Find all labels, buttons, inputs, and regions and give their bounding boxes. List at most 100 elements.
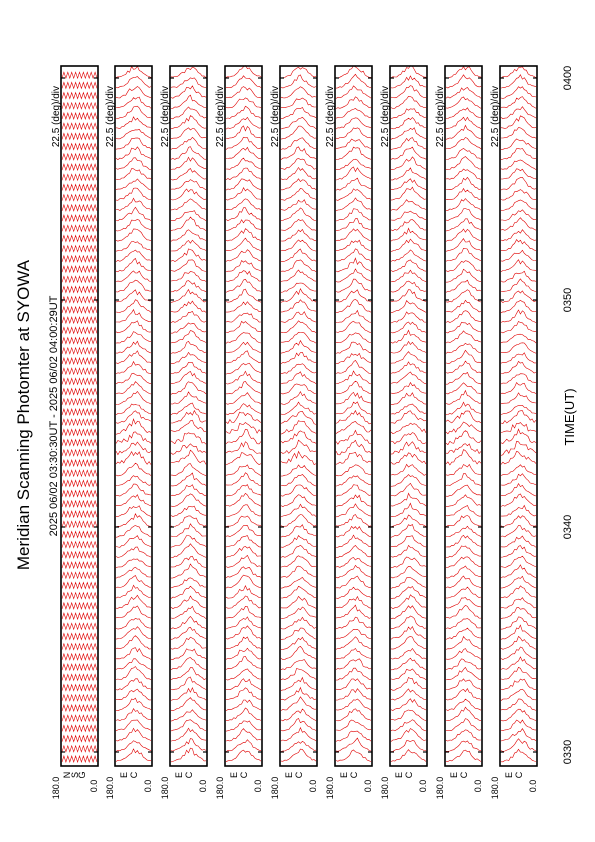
scan-trace: [391, 535, 427, 548]
scan-trace: [61, 183, 98, 192]
scan-trace: [280, 741, 317, 752]
y-top-label: 180.0: [435, 777, 445, 800]
scan-trace: [280, 207, 317, 221]
scan-trace: [170, 300, 207, 313]
scan-trace: [61, 714, 98, 723]
scan-trace: [225, 484, 262, 497]
scan-trace: [445, 749, 482, 762]
scan-trace: [225, 237, 262, 252]
scan-trace: [390, 137, 427, 150]
scan-trace: [500, 678, 537, 691]
side-label: E: [174, 772, 184, 778]
scan-trace: [170, 146, 207, 160]
scan-trace: [500, 74, 537, 89]
scan-trace: [61, 152, 98, 161]
panel: 22.5 (deg)/div 180.0 0.0 E C: [105, 65, 153, 799]
scan-trace: [61, 173, 98, 182]
scan-trace: [390, 492, 427, 507]
scan-trace: [170, 229, 207, 242]
scan-trace: [335, 534, 372, 548]
scan-trace: [500, 606, 537, 619]
scan-trace: [61, 571, 98, 580]
scan-trace: [390, 676, 427, 691]
scan-trace: [170, 543, 207, 558]
scan-trace: [225, 219, 262, 231]
scan-trace: [170, 449, 207, 465]
side-label: C: [459, 771, 469, 778]
scan-trace: [225, 97, 262, 109]
scan-trace: [391, 392, 427, 405]
scan-trace: [225, 370, 262, 385]
scan-trace: [61, 387, 98, 396]
scan-trace: [390, 719, 427, 732]
scan-trace: [280, 269, 317, 282]
scan-trace: [335, 494, 372, 507]
scan-trace: [225, 678, 262, 691]
scan-trace: [446, 148, 482, 160]
scan-trace: [390, 238, 427, 252]
scan-trace: [115, 403, 152, 415]
scan-trace: [115, 241, 152, 252]
scan-trace: [280, 199, 316, 211]
scan-trace: [170, 648, 207, 660]
scan-trace: [500, 564, 537, 579]
scan-trace: [280, 464, 317, 477]
side-label: C: [294, 771, 304, 778]
scan-trace: [280, 188, 317, 201]
scan-trace: [390, 625, 427, 640]
scan-trace: [61, 275, 98, 284]
scan-trace: [445, 342, 481, 354]
scan-trace: [225, 441, 262, 454]
panel-scale-label: 22.5 (deg)/div: [490, 86, 501, 147]
scan-trace: [335, 409, 372, 425]
scan-trace: [170, 271, 207, 282]
scan-trace: [335, 678, 372, 691]
scan-trace: [115, 197, 152, 211]
scan-trace: [445, 635, 482, 650]
scan-trace: [280, 420, 317, 435]
scan-trace: [170, 472, 207, 487]
scan-trace: [170, 595, 207, 609]
scan-trace: [280, 287, 317, 303]
scan-trace: [390, 648, 427, 660]
scan-trace: [445, 575, 482, 589]
scan-trace: [445, 74, 482, 89]
scan-trace: [61, 397, 98, 406]
scan-trace: [390, 300, 427, 314]
scan-trace: [335, 667, 371, 681]
scan-trace: [336, 595, 372, 609]
scan-trace: [335, 429, 372, 445]
scan-trace: [115, 157, 152, 170]
scan-trace: [225, 178, 262, 191]
scan-trace: [225, 350, 262, 364]
scan-trace: [335, 370, 372, 385]
scan-trace: [445, 228, 482, 242]
scan-trace: [226, 86, 262, 99]
scan-trace: [335, 85, 372, 99]
scan-trace: [335, 544, 372, 558]
scan-trace: [390, 441, 427, 455]
scan-trace: [390, 381, 427, 395]
scan-trace: [280, 439, 317, 454]
scan-trace: [445, 740, 482, 752]
scan-trace: [61, 561, 98, 570]
scan-trace: [225, 75, 262, 89]
scan-trace: [335, 380, 372, 395]
side-label: C: [129, 771, 139, 778]
scan-trace: [115, 605, 152, 619]
y-bottom-label: 0.0: [308, 780, 318, 793]
y-top-label: 180.0: [215, 777, 225, 800]
scan-trace: [445, 168, 482, 180]
scan-trace: [225, 332, 262, 344]
scan-trace: [280, 627, 317, 640]
scan-trace: [445, 401, 482, 416]
side-label: E: [119, 772, 129, 778]
scan-trace: [280, 474, 317, 487]
scan-trace: [445, 260, 482, 272]
scan-trace: [116, 340, 152, 354]
scan-trace: [61, 81, 98, 90]
scan-trace: [170, 216, 207, 232]
scan-trace: [445, 687, 482, 701]
scan-trace: [170, 391, 207, 405]
scan-trace: [445, 718, 482, 732]
